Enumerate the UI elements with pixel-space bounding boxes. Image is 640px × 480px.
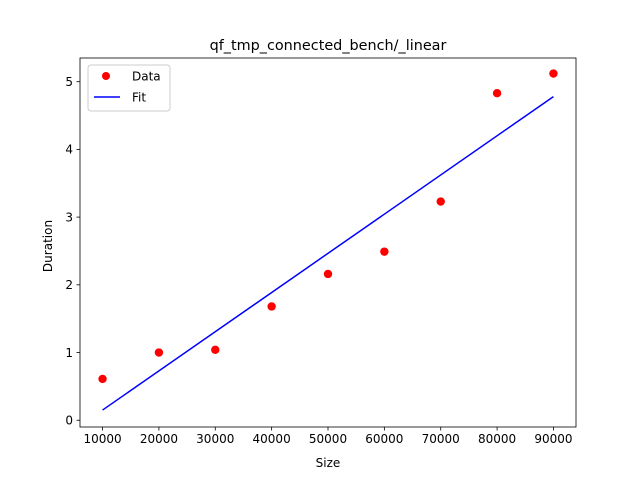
data-point [492, 89, 502, 98]
data-point [98, 374, 107, 384]
chart-title: qf_tmp_connected_bench/_linear [210, 38, 447, 54]
y-tick-label: 4 [65, 143, 73, 157]
data-point [154, 348, 164, 357]
x-axis-label: Size [316, 456, 341, 470]
y-ticks: 0 1 2 3 4 5 [65, 75, 80, 428]
x-ticks: 10000 20000 30000 40000 50000 60000 70000 80000… [83, 427, 573, 446]
legend: Data Fit [87, 64, 171, 112]
y-tick-label: 1 [65, 346, 73, 360]
x-tick-label: 30000 [196, 432, 234, 446]
data-point [323, 269, 333, 279]
x-tick-label: 50000 [309, 432, 347, 446]
data-point [380, 247, 389, 256]
data-point [267, 302, 276, 311]
data-point [436, 197, 445, 206]
x-tick-label: 20000 [140, 432, 178, 446]
legend-label-fit: Fit [132, 91, 146, 105]
data-point [211, 345, 220, 355]
x-tick-label: 70000 [422, 432, 460, 446]
x-tick-label: 10000 [83, 432, 121, 446]
y-tick-label: 5 [65, 75, 73, 89]
x-tick-label: 80000 [478, 432, 516, 446]
legend-label-data: Data [132, 70, 161, 84]
x-tick-label: 90000 [534, 432, 572, 446]
y-tick-label: 0 [65, 414, 73, 428]
fit-line [102, 95, 554, 411]
x-tick-label: 60000 [365, 432, 403, 446]
x-tick-label: 40000 [253, 432, 291, 446]
y-tick-label: 2 [65, 278, 73, 292]
data-point [549, 69, 558, 78]
plot-layer [98, 69, 558, 411]
y-axis-label: Duration [41, 220, 55, 272]
y-tick-label: 3 [65, 210, 73, 224]
legend-marker-data [102, 72, 110, 80]
